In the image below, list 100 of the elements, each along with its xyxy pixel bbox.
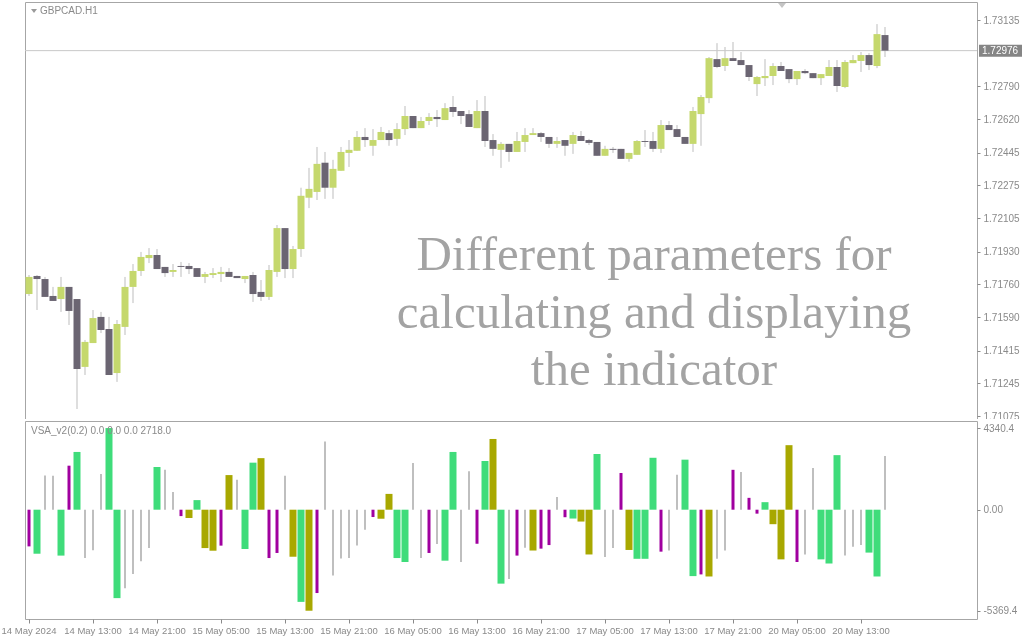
bar — [33, 509, 41, 554]
x-tick-label: 15 May 21:00 — [320, 624, 378, 636]
bar — [305, 509, 313, 611]
bar — [179, 509, 183, 517]
candlestick — [361, 127, 369, 148]
bar — [449, 451, 457, 510]
x-tick-label: 14 May 2024 — [1, 624, 57, 636]
bar — [649, 457, 657, 510]
candlestick — [425, 112, 433, 126]
candlestick — [529, 127, 537, 136]
bar — [257, 458, 265, 510]
y-tick-label: 1.72275 — [983, 179, 1021, 191]
bar — [225, 475, 233, 510]
bar — [833, 455, 841, 510]
candlestick — [385, 129, 393, 147]
candlestick — [657, 119, 665, 154]
bar — [57, 509, 65, 556]
bar — [563, 509, 567, 518]
y-tick-label: -5369.4 — [983, 605, 1018, 617]
candlestick — [769, 62, 777, 86]
bar — [475, 509, 479, 544]
candlestick — [289, 245, 297, 279]
y-tick-label: 1.72790 — [983, 80, 1021, 92]
bar — [489, 438, 497, 510]
y-tick-label: 1.71930 — [983, 246, 1021, 258]
candlestick — [833, 59, 841, 93]
bar — [539, 509, 543, 549]
candlestick — [561, 139, 569, 157]
bar — [529, 509, 537, 551]
candlestick — [401, 105, 409, 136]
bar — [795, 509, 799, 562]
y-tick-label: 1.72105 — [983, 212, 1021, 224]
bar — [681, 459, 689, 510]
candlestick — [569, 131, 577, 155]
bar — [619, 473, 623, 510]
x-tick-label: 16 May 05:00 — [384, 624, 442, 636]
bar — [67, 465, 71, 510]
bar — [385, 493, 393, 510]
bar — [747, 497, 751, 510]
y-tick-label: 1.71075 — [983, 410, 1021, 422]
candlestick — [129, 263, 137, 304]
bar — [185, 509, 193, 518]
x-tick-label: 20 May 13:00 — [832, 624, 890, 636]
candlestick — [505, 143, 513, 163]
x-tick-label: 16 May 13:00 — [448, 624, 506, 636]
x-tick-label: 15 May 05:00 — [192, 624, 250, 636]
bar — [73, 451, 81, 510]
candlestick — [553, 136, 561, 149]
bar — [755, 509, 759, 514]
chart-title: GBPCAD.H1 — [40, 4, 99, 16]
bar — [699, 509, 703, 575]
candlestick — [537, 131, 545, 143]
bar — [153, 467, 161, 510]
y-tick-label: 4340.4 — [983, 422, 1015, 434]
y-tick-label: 1.72445 — [983, 147, 1021, 159]
ref-line-label: 1.72976 — [982, 44, 1019, 56]
y-tick-label: 1.71415 — [983, 345, 1021, 357]
x-tick-label: 16 May 21:00 — [512, 624, 570, 636]
bar — [315, 509, 319, 594]
bar — [27, 509, 31, 547]
y-tick-label: 1.72620 — [983, 113, 1021, 125]
bar — [441, 509, 449, 561]
candlestick — [433, 109, 441, 128]
x-tick-label: 14 May 21:00 — [128, 624, 186, 636]
bar — [193, 500, 201, 510]
bar — [113, 509, 121, 599]
bar — [275, 509, 279, 553]
candlestick — [497, 141, 505, 169]
candlestick — [25, 274, 33, 297]
x-tick-label: 14 May 13:00 — [64, 624, 122, 636]
x-tick-label: 17 May 13:00 — [640, 624, 698, 636]
x-tick-label: 17 May 05:00 — [576, 624, 634, 636]
bar — [371, 509, 375, 518]
candlestick — [241, 275, 249, 284]
bar — [705, 509, 713, 577]
bar — [249, 462, 257, 510]
bar — [731, 469, 735, 510]
bar — [241, 509, 249, 550]
y-tick-label: 0.00 — [983, 504, 1004, 516]
y-tick-label: 1.71760 — [983, 278, 1021, 290]
bar — [659, 509, 663, 552]
y-tick-label: 1.73135 — [983, 14, 1021, 26]
bar — [427, 509, 431, 553]
bar — [297, 509, 305, 602]
x-tick-label: 20 May 05:00 — [768, 624, 826, 636]
bar — [785, 445, 793, 510]
bar — [569, 509, 577, 519]
candlestick — [393, 122, 401, 147]
bar — [689, 509, 697, 577]
y-tick-label: 1.71590 — [983, 311, 1021, 323]
bar — [289, 509, 297, 557]
candlestick — [473, 99, 481, 129]
bar — [377, 509, 385, 519]
bar — [515, 509, 519, 556]
bar — [267, 509, 271, 559]
candlestick — [369, 128, 377, 157]
bar — [547, 509, 551, 546]
candlestick — [33, 274, 41, 311]
bar — [481, 460, 489, 510]
bar — [761, 502, 769, 510]
